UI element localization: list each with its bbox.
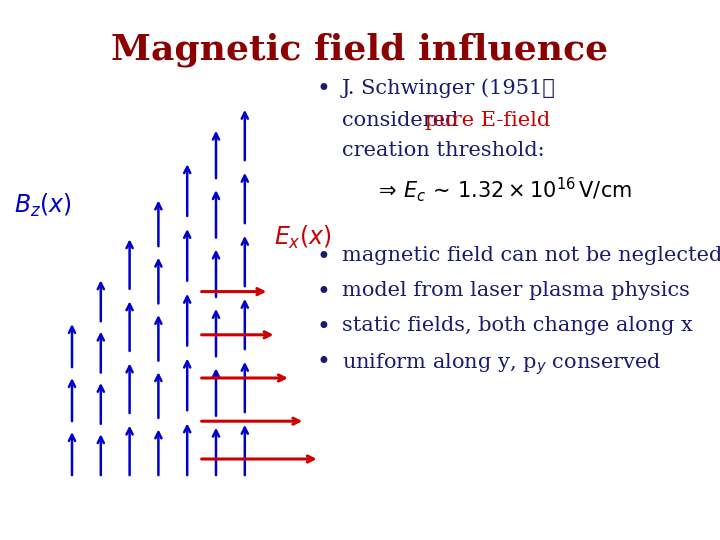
Text: •: • (317, 316, 330, 339)
Text: model from laser plasma physics: model from laser plasma physics (342, 281, 690, 300)
Text: $B_z(x)$: $B_z(x)$ (14, 192, 72, 219)
Text: Magnetic field influence: Magnetic field influence (112, 32, 608, 67)
Text: •: • (317, 281, 330, 304)
Text: •: • (317, 351, 330, 374)
Text: •: • (317, 78, 330, 102)
Text: considered: considered (342, 111, 465, 130)
Text: J. Schwinger (1951）: J. Schwinger (1951） (342, 78, 556, 98)
Text: creation threshold:: creation threshold: (342, 141, 544, 160)
Text: magnetic field can not be neglected: magnetic field can not be neglected (342, 246, 720, 265)
Text: pure E-field: pure E-field (425, 111, 550, 130)
Text: uniform along y, p$_y$ conserved: uniform along y, p$_y$ conserved (342, 351, 662, 377)
Text: static fields, both change along x: static fields, both change along x (342, 316, 693, 335)
Text: •: • (317, 246, 330, 269)
Text: $\Rightarrow\, E_c\,\sim\,1.32\times10^{16}\,\mathrm{V/cm}$: $\Rightarrow\, E_c\,\sim\,1.32\times10^{… (374, 176, 632, 204)
Text: $E_x(x)$: $E_x(x)$ (274, 224, 331, 251)
